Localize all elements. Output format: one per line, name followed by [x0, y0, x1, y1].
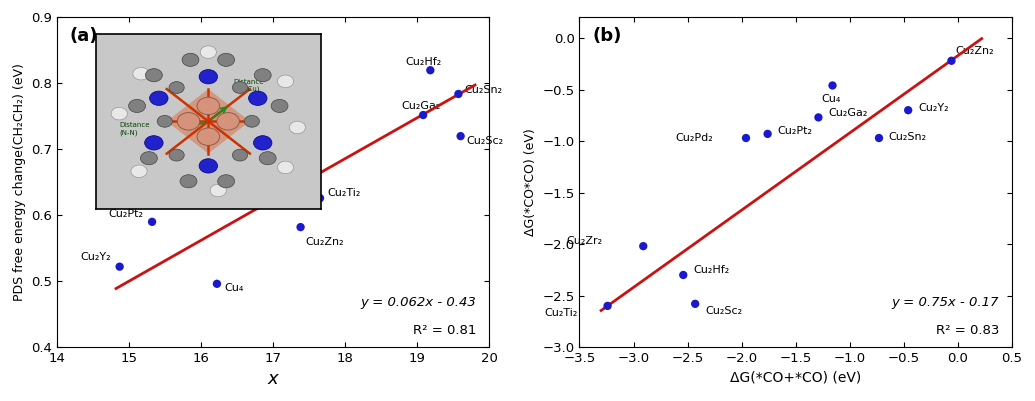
Point	[415, 112, 432, 118]
Point	[599, 303, 616, 309]
Text: Cu₂Sn₂: Cu₂Sn₂	[465, 85, 502, 95]
Text: y = 0.75x - 0.17: y = 0.75x - 0.17	[891, 296, 999, 309]
Point	[635, 243, 652, 249]
Text: Cu₄: Cu₄	[225, 283, 243, 293]
Point	[824, 82, 840, 89]
Point	[760, 131, 776, 137]
Point	[112, 263, 128, 270]
Y-axis label: PDS free energy change(CH₂CH₂) (eV): PDS free energy change(CH₂CH₂) (eV)	[12, 63, 26, 301]
Text: Cu₂Zn₂: Cu₂Zn₂	[305, 237, 344, 247]
Point	[870, 135, 887, 141]
Text: Cu₂Pd₂: Cu₂Pd₂	[676, 133, 713, 143]
Text: Cu₂Sn₂: Cu₂Sn₂	[889, 132, 927, 142]
Text: Cu₂Ti₂: Cu₂Ti₂	[327, 188, 360, 198]
Text: Cu₂Y₂: Cu₂Y₂	[81, 252, 111, 262]
Point	[209, 281, 226, 287]
Text: Cu₂Hf₂: Cu₂Hf₂	[693, 265, 730, 275]
Text: Cu₂Y₂: Cu₂Y₂	[918, 103, 948, 113]
Point	[810, 114, 827, 121]
Point	[738, 135, 755, 141]
Text: R² = 0.81: R² = 0.81	[413, 324, 476, 337]
Y-axis label: ΔG(*CO*CO) (eV): ΔG(*CO*CO) (eV)	[524, 128, 537, 236]
Text: Cu₂Zr₂: Cu₂Zr₂	[566, 236, 602, 246]
Point	[687, 301, 704, 307]
Text: Cu₂Zn₂: Cu₂Zn₂	[955, 47, 995, 57]
Point	[422, 67, 439, 73]
Text: Cu₂Ti₂: Cu₂Ti₂	[544, 308, 578, 318]
Point	[144, 219, 160, 225]
Text: y = 0.062x - 0.43: y = 0.062x - 0.43	[361, 296, 476, 309]
X-axis label: x: x	[268, 371, 278, 389]
Text: Cu₂Ga₂: Cu₂Ga₂	[402, 101, 441, 111]
Point	[943, 58, 959, 64]
Point	[199, 183, 215, 189]
Point	[675, 272, 691, 278]
Text: Cu₂Ga₂: Cu₂Ga₂	[828, 108, 867, 118]
Text: Cu₂Pt₂: Cu₂Pt₂	[777, 126, 812, 136]
Point	[450, 91, 467, 97]
Text: Cu₂Pd₂: Cu₂Pd₂	[214, 176, 252, 186]
Text: Cu₂Sc₂: Cu₂Sc₂	[705, 306, 742, 316]
X-axis label: ΔG(*CO+*CO) (eV): ΔG(*CO+*CO) (eV)	[730, 371, 861, 385]
Text: R² = 0.83: R² = 0.83	[936, 324, 999, 337]
Text: Cu₂Pt₂: Cu₂Pt₂	[109, 209, 144, 219]
Text: (b): (b)	[592, 27, 622, 45]
Point	[452, 133, 469, 140]
Point	[312, 195, 328, 201]
Point	[899, 107, 916, 113]
Text: (a): (a)	[70, 27, 98, 45]
Text: Cu₄: Cu₄	[822, 94, 841, 104]
Point	[292, 224, 308, 230]
Text: Cu₂Hf₂: Cu₂Hf₂	[406, 57, 442, 67]
Text: Cu₂Sc₂: Cu₂Sc₂	[467, 136, 503, 146]
